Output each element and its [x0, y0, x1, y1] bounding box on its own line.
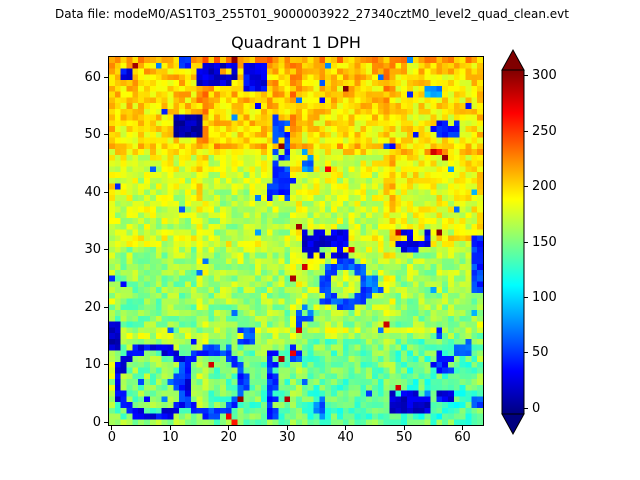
x-tick-label: 60 — [454, 430, 471, 445]
y-tick-mark — [104, 191, 108, 193]
plot-area — [108, 56, 484, 426]
x-tick-mark — [403, 426, 405, 430]
colorbar-tick-mark — [524, 75, 528, 77]
colorbar-tick-mark — [524, 130, 528, 132]
colorbar-tick-label: 0 — [532, 400, 541, 416]
colorbar-tick-mark — [524, 296, 528, 298]
y-tick-label: 30 — [84, 242, 101, 258]
colorbar-tick-mark — [524, 407, 528, 409]
x-tick-label: 0 — [107, 430, 117, 445]
y-tick-label: 40 — [84, 184, 101, 200]
x-tick-mark — [462, 426, 464, 430]
y-tick-mark — [104, 134, 108, 136]
colorbar — [501, 48, 525, 436]
y-tick-mark — [104, 421, 108, 423]
y-tick-mark — [104, 364, 108, 366]
x-tick-mark — [286, 426, 288, 430]
y-tick-label: 50 — [84, 127, 101, 143]
colorbar-tick-label: 200 — [532, 179, 557, 195]
y-tick-label: 0 — [92, 414, 101, 430]
x-tick-label: 30 — [278, 430, 296, 445]
y-tick-mark — [104, 249, 108, 251]
colorbar-tick-mark — [524, 186, 528, 188]
heatmap-canvas — [109, 57, 483, 425]
data-file-label: Data file: modeM0/AS1T03_255T01_90000039… — [55, 7, 569, 21]
colorbar-tick-mark — [524, 241, 528, 243]
y-tick-mark — [104, 306, 108, 308]
x-tick-label: 40 — [337, 430, 354, 445]
plot-title: Quadrant 1 DPH — [231, 33, 361, 52]
colorbar-tick-label: 150 — [532, 234, 557, 250]
colorbar-gradient — [501, 69, 525, 415]
x-tick-label: 50 — [395, 430, 413, 445]
x-tick-label: 10 — [162, 430, 179, 445]
colorbar-tick-mark — [524, 352, 528, 354]
y-tick-label: 60 — [84, 69, 101, 85]
x-tick-mark — [228, 426, 230, 430]
x-tick-label: 20 — [220, 430, 238, 445]
colorbar-tick-label: 250 — [532, 123, 557, 139]
x-tick-mark — [169, 426, 171, 430]
colorbar-tick-label: 50 — [532, 345, 549, 361]
colorbar-tick-label: 300 — [532, 68, 557, 84]
x-tick-mark — [111, 426, 113, 430]
colorbar-tick-label: 100 — [532, 289, 557, 305]
y-tick-mark — [104, 76, 108, 78]
x-tick-mark — [345, 426, 347, 430]
y-tick-label: 10 — [84, 357, 101, 373]
colorbar-over-arrow — [501, 48, 525, 71]
y-tick-label: 20 — [84, 299, 101, 315]
colorbar-under-arrow — [501, 413, 525, 436]
